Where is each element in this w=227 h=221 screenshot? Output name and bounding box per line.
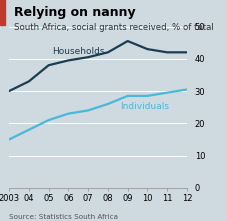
Text: Source: Statistics South Africa: Source: Statistics South Africa xyxy=(9,214,118,220)
Text: Households: Households xyxy=(52,47,105,56)
Text: Relying on nanny: Relying on nanny xyxy=(14,6,135,19)
Text: South Africa, social grants received, % of total: South Africa, social grants received, % … xyxy=(14,23,212,32)
Text: Individuals: Individuals xyxy=(119,102,168,111)
